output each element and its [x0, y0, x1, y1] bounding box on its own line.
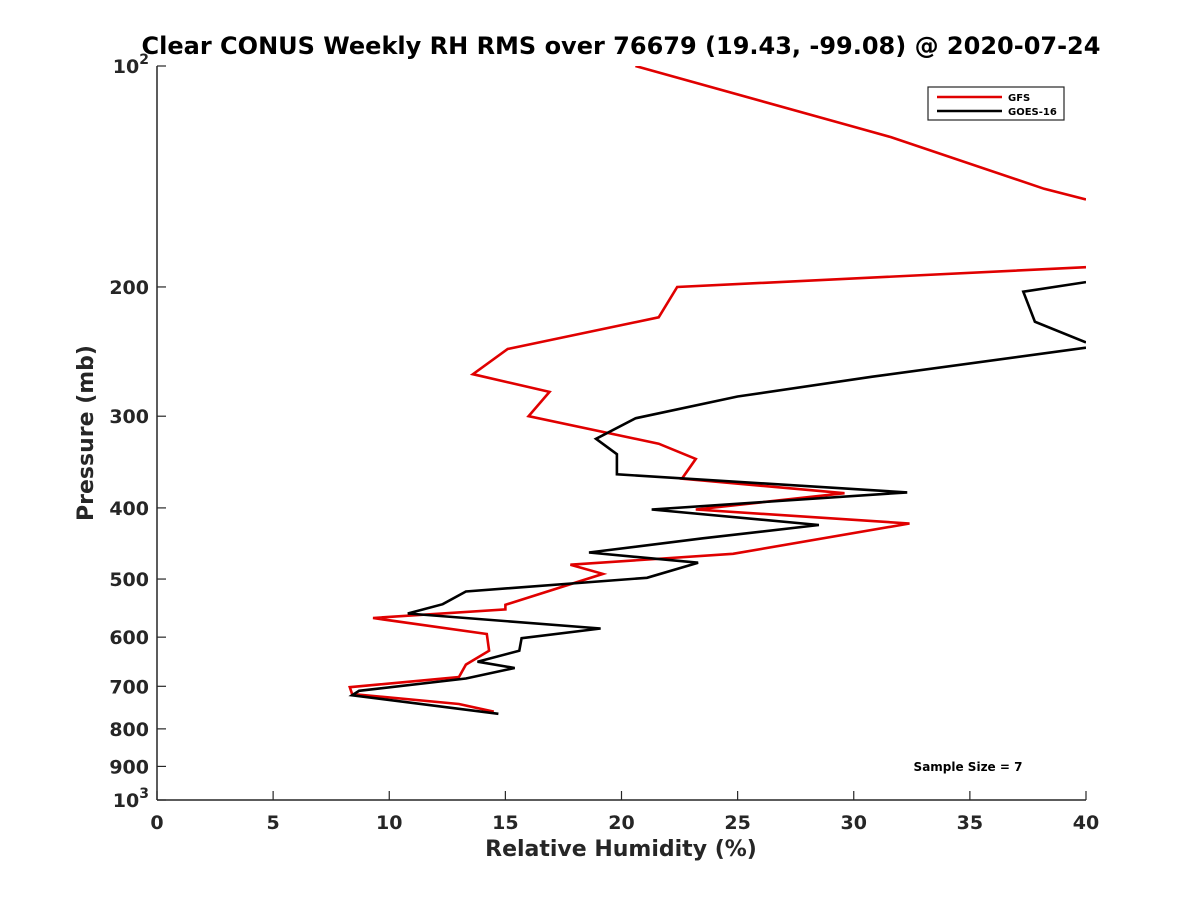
x-tick-label-15: 15: [492, 812, 518, 834]
y-tick-label-600: 600: [109, 627, 149, 649]
axes-layer: 0 5 10 15 20 25 30 35 40 102 200 300 400 500 600 700 800…: [109, 52, 1099, 834]
y-tick-label-200: 200: [109, 277, 149, 299]
y-axis-label: Pressure (mb): [74, 345, 99, 521]
series-gfs-line-2: [348, 265, 1086, 713]
y-tick-label-700: 700: [109, 676, 149, 698]
legend-label-gfs: GFS: [1008, 93, 1030, 104]
legend: GFS GOES-16: [927, 86, 1065, 121]
x-tick-label-5: 5: [267, 812, 280, 834]
series-goes-16: [348, 280, 1086, 716]
y-tick-label-400: 400: [109, 498, 149, 520]
series-gfs-line-1: [635, 66, 1086, 201]
legend-box: [927, 86, 1065, 121]
y-tick-label-300: 300: [109, 406, 149, 428]
y-tick-label-1000: 103: [113, 786, 149, 812]
y-tick-label-900: 900: [109, 756, 149, 778]
plot-area: 0 5 10 15 20 25 30 35 40 102 200 300 400 500 600 700 800…: [109, 52, 1099, 834]
x-tick-label-30: 30: [841, 812, 867, 834]
series-goes-16-line-2: [348, 346, 1086, 716]
x-tick-label-25: 25: [724, 812, 750, 834]
x-tick-label-20: 20: [608, 812, 634, 834]
series-goes-16-line-1: [1021, 280, 1086, 344]
sample-size-annotation: Sample Size = 7: [914, 760, 1023, 774]
x-tick-label-35: 35: [957, 812, 983, 834]
legend-label-goes-16: GOES-16: [1008, 107, 1057, 118]
y-tick-label-800: 800: [109, 719, 149, 741]
y-tick-label-100: 102: [113, 52, 149, 78]
chart-title: Clear CONUS Weekly RH RMS over 76679 (19…: [142, 32, 1101, 60]
x-tick-label-40: 40: [1073, 812, 1099, 834]
series-layer: [348, 66, 1086, 716]
y-tick-label-500: 500: [109, 569, 149, 591]
series-gfs: [348, 66, 1086, 713]
x-tick-label-0: 0: [150, 812, 163, 834]
x-axis-label: Relative Humidity (%): [485, 837, 757, 862]
x-tick-label-10: 10: [376, 812, 402, 834]
